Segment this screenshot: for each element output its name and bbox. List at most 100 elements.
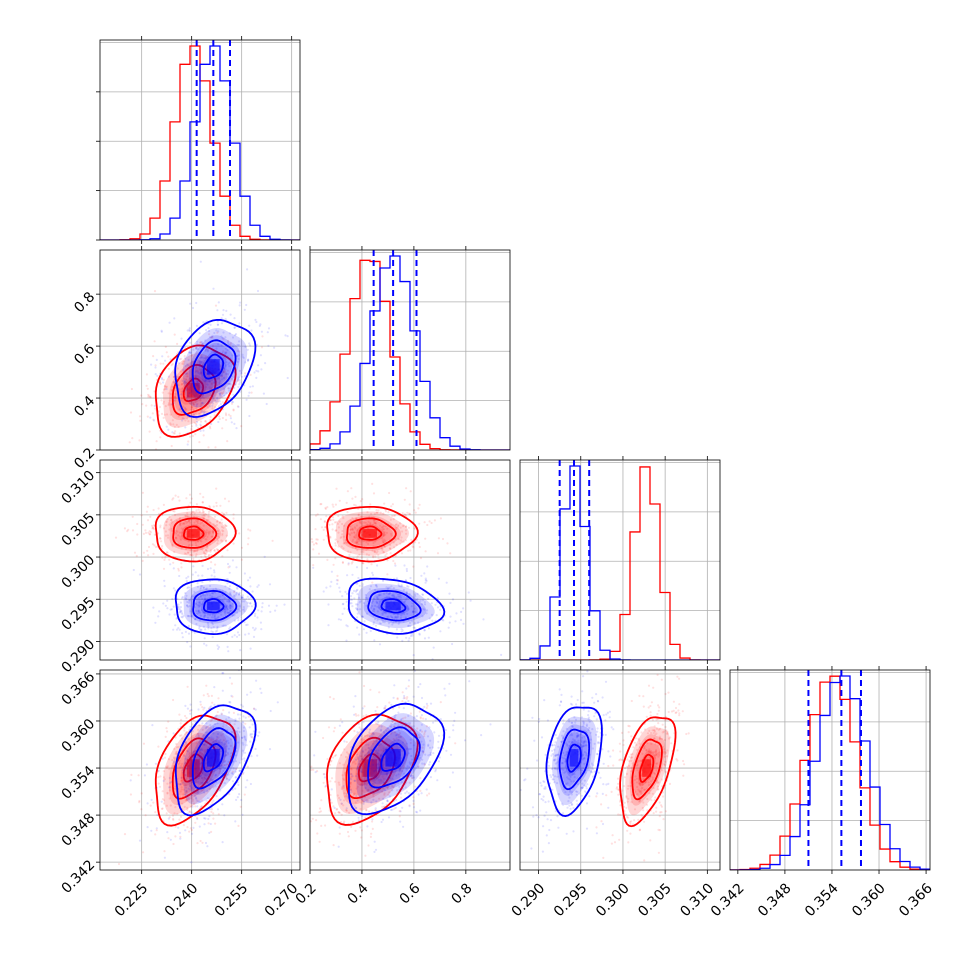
sample-point: [136, 523, 138, 525]
sample-point: [159, 373, 161, 375]
y-tick-label: 0.360: [59, 716, 99, 756]
sample-point: [267, 345, 269, 347]
sample-point: [462, 607, 464, 609]
sample-point: [217, 650, 219, 652]
sample-point: [163, 580, 165, 582]
sample-point: [376, 564, 378, 566]
sample-point: [419, 683, 421, 685]
sample-point: [169, 782, 171, 784]
sample-point: [163, 850, 165, 852]
sample-point: [238, 322, 240, 324]
sample-point: [255, 321, 257, 323]
sample-point: [238, 793, 240, 795]
sample-point: [538, 718, 540, 720]
sample-point: [302, 566, 304, 568]
sample-point: [192, 565, 194, 567]
density-peak-1: [207, 749, 220, 767]
sample-point: [451, 643, 453, 645]
sample-point: [262, 602, 264, 604]
sample-point: [410, 490, 412, 492]
sample-point: [396, 636, 398, 638]
sample-point: [177, 604, 179, 606]
sample-point: [409, 503, 411, 505]
sample-point: [637, 819, 639, 821]
sample-point: [621, 790, 623, 792]
sample-point: [189, 645, 191, 647]
sample-point: [676, 749, 678, 751]
sample-point: [180, 719, 182, 721]
sample-point: [423, 572, 425, 574]
sample-point: [163, 417, 165, 419]
sample-point: [225, 419, 227, 421]
sample-point: [445, 729, 447, 731]
sample-point: [152, 553, 154, 555]
sample-point: [445, 750, 447, 752]
sample-point: [230, 695, 232, 697]
sample-point: [166, 426, 168, 428]
sample-point: [390, 809, 392, 811]
sample-point: [185, 497, 187, 499]
sample-point: [312, 564, 314, 566]
sample-point: [247, 537, 249, 539]
sample-point: [172, 510, 174, 512]
sample-point: [192, 827, 194, 829]
sample-point: [227, 563, 229, 565]
sample-point: [199, 493, 201, 495]
sample-point: [323, 590, 325, 592]
sample-point: [143, 533, 145, 535]
sample-point: [141, 514, 143, 516]
sample-point: [452, 724, 454, 726]
sample-point: [184, 355, 186, 357]
y-tick-label: 0.8: [71, 289, 98, 316]
sample-point: [351, 592, 353, 594]
sample-point: [378, 558, 380, 560]
y-tick-label: 0.300: [59, 552, 99, 592]
sample-point: [406, 585, 408, 587]
sample-point: [448, 683, 450, 685]
sample-point: [138, 800, 140, 802]
sample-point: [185, 717, 187, 719]
sample-point: [630, 735, 632, 737]
sample-point: [408, 685, 410, 687]
sample-point: [166, 600, 168, 602]
sample-point: [675, 712, 677, 714]
sample-point: [260, 622, 262, 624]
sample-point: [355, 807, 357, 809]
sample-point: [179, 629, 181, 631]
sample-point: [334, 807, 336, 809]
sample-point: [413, 696, 415, 698]
sample-point: [166, 831, 168, 833]
sample-point: [628, 731, 630, 733]
sample-point: [332, 519, 334, 521]
sample-point: [178, 500, 180, 502]
sample-point: [246, 268, 248, 270]
sample-point: [241, 559, 243, 561]
sample-point: [269, 748, 271, 750]
sample-point: [359, 745, 361, 747]
sample-point: [260, 692, 262, 694]
sample-point: [438, 537, 440, 539]
sample-point: [210, 567, 212, 569]
sample-point: [243, 757, 245, 759]
density-peak-1: [385, 749, 400, 767]
sample-point: [257, 364, 259, 366]
sample-point: [682, 775, 684, 777]
sample-point: [196, 842, 198, 844]
sample-point: [385, 510, 387, 512]
sample-point: [374, 841, 376, 843]
sample-point: [670, 742, 672, 744]
sample-point: [642, 809, 644, 811]
sample-point: [425, 718, 427, 720]
sample-point: [434, 519, 436, 521]
sample-point: [203, 694, 205, 696]
sample-point: [324, 526, 326, 528]
sample-point: [437, 747, 439, 749]
sample-point: [179, 408, 181, 410]
sample-point: [346, 574, 348, 576]
sample-point: [453, 720, 455, 722]
sample-point: [646, 716, 648, 718]
sample-point: [188, 633, 190, 635]
sample-point: [141, 792, 143, 794]
sample-point: [383, 503, 385, 505]
sample-point: [208, 822, 210, 824]
